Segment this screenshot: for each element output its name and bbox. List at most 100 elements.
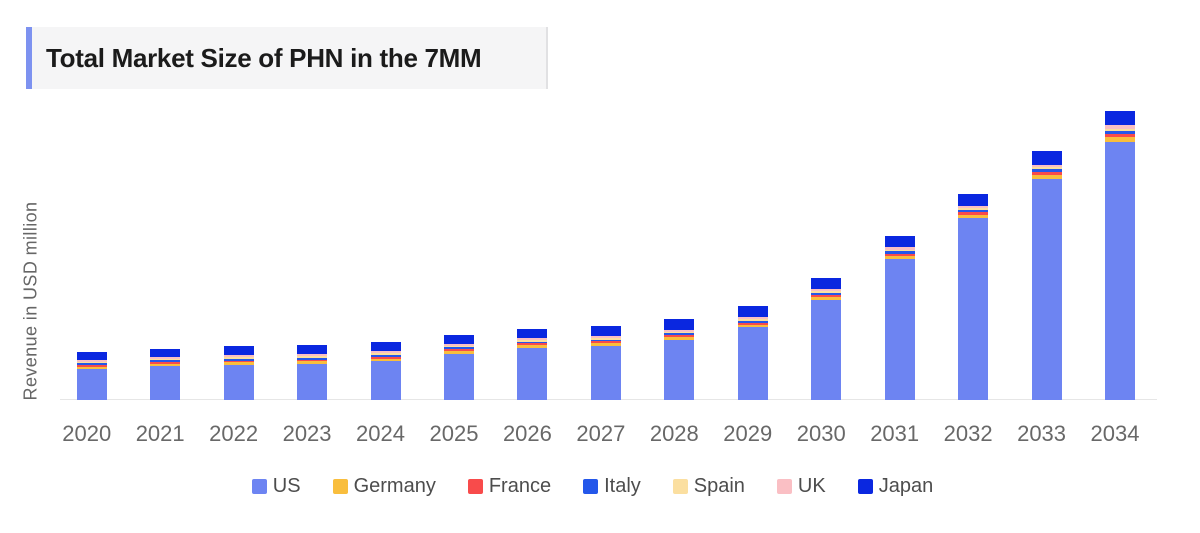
bar-segment-us-2028[interactable] bbox=[664, 339, 695, 400]
bar-segment-germany-2027[interactable] bbox=[590, 343, 621, 346]
bar-segment-germany-2026[interactable] bbox=[517, 345, 548, 348]
bar-segment-japan-2032[interactable] bbox=[958, 194, 989, 206]
bar-segment-italy-2029[interactable] bbox=[737, 320, 768, 323]
bar-segment-uk-2030[interactable] bbox=[811, 289, 842, 292]
bar-segment-germany-2029[interactable] bbox=[737, 324, 768, 328]
bar-segment-us-2021[interactable] bbox=[150, 366, 181, 400]
bar-segment-uk-2034[interactable] bbox=[1105, 125, 1136, 129]
bar-segment-spain-2032[interactable] bbox=[958, 208, 989, 210]
bar-segment-france-2032[interactable] bbox=[958, 212, 989, 215]
bar-segment-us-2032[interactable] bbox=[958, 218, 989, 400]
bar-segment-us-2034[interactable] bbox=[1105, 141, 1136, 400]
bar-2032[interactable] bbox=[958, 194, 989, 400]
bar-2027[interactable] bbox=[590, 325, 621, 400]
bar-segment-spain-2034[interactable] bbox=[1105, 128, 1136, 131]
bar-segment-spain-2029[interactable] bbox=[737, 319, 768, 321]
bar-segment-uk-2025[interactable] bbox=[443, 343, 474, 346]
legend-item-spain[interactable]: Spain bbox=[672, 475, 745, 498]
bar-segment-uk-2032[interactable] bbox=[958, 205, 989, 209]
bar-segment-japan-2021[interactable] bbox=[150, 348, 181, 358]
bar-segment-japan-2024[interactable] bbox=[370, 342, 401, 352]
bar-segment-uk-2020[interactable] bbox=[76, 360, 107, 362]
bar-segment-japan-2020[interactable] bbox=[76, 352, 107, 361]
bar-segment-spain-2028[interactable] bbox=[664, 331, 695, 334]
bar-segment-france-2022[interactable] bbox=[223, 360, 254, 363]
bar-segment-italy-2023[interactable] bbox=[297, 357, 328, 360]
bar-segment-france-2025[interactable] bbox=[443, 349, 474, 352]
bar-segment-uk-2022[interactable] bbox=[223, 355, 254, 358]
bar-2034[interactable] bbox=[1105, 110, 1136, 400]
bar-segment-spain-2020[interactable] bbox=[76, 361, 107, 364]
bar-segment-germany-2033[interactable] bbox=[1031, 174, 1062, 179]
bar-segment-italy-2027[interactable] bbox=[590, 339, 621, 342]
bar-segment-japan-2031[interactable] bbox=[884, 236, 915, 248]
bar-segment-italy-2022[interactable] bbox=[223, 358, 254, 361]
bar-segment-germany-2032[interactable] bbox=[958, 214, 989, 218]
bar-segment-germany-2021[interactable] bbox=[150, 363, 181, 367]
bar-segment-us-2026[interactable] bbox=[517, 347, 548, 400]
bar-segment-france-2031[interactable] bbox=[884, 253, 915, 256]
bar-segment-france-2033[interactable] bbox=[1031, 172, 1062, 175]
bar-segment-us-2033[interactable] bbox=[1031, 178, 1062, 400]
bar-segment-france-2029[interactable] bbox=[737, 322, 768, 325]
bar-segment-italy-2021[interactable] bbox=[150, 360, 181, 362]
bar-segment-uk-2026[interactable] bbox=[517, 338, 548, 340]
bar-segment-us-2023[interactable] bbox=[297, 363, 328, 400]
bar-segment-uk-2031[interactable] bbox=[884, 247, 915, 250]
legend-item-italy[interactable]: Italy bbox=[583, 475, 641, 498]
legend-item-japan[interactable]: Japan bbox=[857, 475, 933, 498]
bar-segment-germany-2034[interactable] bbox=[1105, 137, 1136, 142]
bar-segment-us-2027[interactable] bbox=[590, 345, 621, 400]
bar-2020[interactable] bbox=[76, 352, 107, 400]
bar-segment-japan-2027[interactable] bbox=[590, 325, 621, 337]
bar-segment-us-2024[interactable] bbox=[370, 360, 401, 400]
bar-segment-uk-2021[interactable] bbox=[150, 357, 181, 360]
bar-segment-uk-2033[interactable] bbox=[1031, 164, 1062, 168]
bar-segment-uk-2027[interactable] bbox=[590, 336, 621, 338]
bar-segment-uk-2029[interactable] bbox=[737, 317, 768, 320]
bar-segment-spain-2025[interactable] bbox=[443, 345, 474, 348]
bar-segment-france-2020[interactable] bbox=[76, 364, 107, 367]
bar-segment-italy-2026[interactable] bbox=[517, 341, 548, 344]
bar-segment-spain-2030[interactable] bbox=[811, 291, 842, 293]
bar-segment-spain-2021[interactable] bbox=[150, 359, 181, 361]
bar-segment-japan-2026[interactable] bbox=[517, 328, 548, 339]
bar-2030[interactable] bbox=[811, 278, 842, 400]
bar-segment-italy-2025[interactable] bbox=[443, 347, 474, 350]
bar-segment-japan-2029[interactable] bbox=[737, 306, 768, 318]
bar-segment-france-2021[interactable] bbox=[150, 361, 181, 364]
bar-segment-spain-2027[interactable] bbox=[590, 337, 621, 340]
bar-2028[interactable] bbox=[664, 319, 695, 400]
bar-segment-us-2025[interactable] bbox=[443, 353, 474, 400]
bar-segment-japan-2034[interactable] bbox=[1105, 110, 1136, 126]
bar-segment-italy-2032[interactable] bbox=[958, 209, 989, 213]
bar-segment-spain-2031[interactable] bbox=[884, 249, 915, 252]
bar-segment-japan-2025[interactable] bbox=[443, 334, 474, 344]
bar-segment-us-2020[interactable] bbox=[76, 369, 107, 400]
bar-segment-france-2030[interactable] bbox=[811, 294, 842, 297]
bar-segment-italy-2030[interactable] bbox=[811, 292, 842, 295]
bar-segment-italy-2020[interactable] bbox=[76, 363, 107, 365]
bar-2026[interactable] bbox=[517, 328, 548, 400]
bar-segment-japan-2033[interactable] bbox=[1031, 151, 1062, 165]
legend-item-france[interactable]: France bbox=[467, 475, 551, 498]
bar-segment-germany-2023[interactable] bbox=[297, 361, 328, 364]
bar-segment-us-2031[interactable] bbox=[884, 258, 915, 400]
bar-segment-italy-2034[interactable] bbox=[1105, 130, 1136, 135]
bar-2023[interactable] bbox=[297, 344, 328, 400]
bar-segment-us-2030[interactable] bbox=[811, 299, 842, 400]
bar-2021[interactable] bbox=[150, 348, 181, 400]
bar-segment-italy-2024[interactable] bbox=[370, 355, 401, 357]
legend-item-germany[interactable]: Germany bbox=[332, 475, 436, 498]
bar-segment-germany-2030[interactable] bbox=[811, 296, 842, 300]
bar-2033[interactable] bbox=[1031, 151, 1062, 400]
bar-2022[interactable] bbox=[223, 346, 254, 400]
bar-segment-france-2023[interactable] bbox=[297, 359, 328, 362]
bar-segment-france-2028[interactable] bbox=[664, 335, 695, 338]
bar-segment-germany-2025[interactable] bbox=[443, 351, 474, 354]
bar-2024[interactable] bbox=[370, 342, 401, 400]
bar-segment-uk-2028[interactable] bbox=[664, 329, 695, 332]
bar-2029[interactable] bbox=[737, 306, 768, 400]
bar-segment-uk-2023[interactable] bbox=[297, 354, 328, 357]
bar-segment-italy-2033[interactable] bbox=[1031, 169, 1062, 173]
